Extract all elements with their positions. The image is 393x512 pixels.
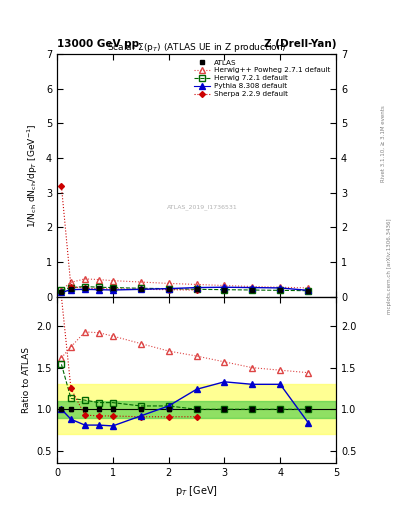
Text: mcplots.cern.ch [arXiv:1306.3436]: mcplots.cern.ch [arXiv:1306.3436] — [387, 219, 391, 314]
Text: 13000 GeV pp: 13000 GeV pp — [57, 39, 139, 49]
Y-axis label: Ratio to ATLAS: Ratio to ATLAS — [22, 347, 31, 413]
Herwig 7.2.1 default — [166, 286, 171, 292]
Pythia 8.308 default — [68, 287, 73, 293]
Herwig 7.2.1 default — [306, 288, 310, 294]
Pythia 8.308 default — [250, 285, 255, 291]
Pythia 8.308 default — [166, 286, 171, 292]
Text: Rivet 3.1.10, ≥ 3.1M events: Rivet 3.1.10, ≥ 3.1M events — [381, 105, 386, 182]
Y-axis label: 1/N$_\mathrm{ch}$ dN$_\mathrm{ch}$/dp$_T$ [GeV$^{-1}$]: 1/N$_\mathrm{ch}$ dN$_\mathrm{ch}$/dp$_T… — [26, 123, 40, 227]
Line: Herwig++ Powheg 2.7.1 default: Herwig++ Powheg 2.7.1 default — [59, 276, 311, 292]
Herwig++ Powheg 2.7.1 default — [278, 284, 283, 290]
Herwig++ Powheg 2.7.1 default — [68, 280, 73, 286]
Herwig++ Powheg 2.7.1 default — [83, 276, 87, 282]
Pythia 8.308 default — [138, 286, 143, 292]
Text: Z (Drell-Yan): Z (Drell-Yan) — [264, 39, 336, 49]
Herwig 7.2.1 default — [97, 284, 101, 290]
Text: ATLAS_2019_I1736531: ATLAS_2019_I1736531 — [167, 204, 237, 210]
Herwig 7.2.1 default — [83, 284, 87, 290]
Herwig++ Powheg 2.7.1 default — [250, 284, 255, 290]
Herwig++ Powheg 2.7.1 default — [97, 276, 101, 283]
Bar — [57, 401, 336, 418]
X-axis label: p$_T$ [GeV]: p$_T$ [GeV] — [175, 484, 218, 498]
Herwig 7.2.1 default — [138, 285, 143, 291]
Herwig 7.2.1 default — [194, 286, 199, 292]
Herwig++ Powheg 2.7.1 default — [306, 285, 310, 291]
Line: Herwig 7.2.1 default: Herwig 7.2.1 default — [59, 284, 311, 293]
Legend: ATLAS, Herwig++ Powheg 2.7.1 default, Herwig 7.2.1 default, Pythia 8.308 default: ATLAS, Herwig++ Powheg 2.7.1 default, He… — [192, 57, 332, 99]
Bar — [57, 385, 336, 434]
Herwig++ Powheg 2.7.1 default — [110, 278, 115, 284]
Herwig 7.2.1 default — [68, 285, 73, 291]
Herwig 7.2.1 default — [250, 287, 255, 293]
Herwig++ Powheg 2.7.1 default — [138, 279, 143, 285]
Line: Pythia 8.308 default: Pythia 8.308 default — [59, 285, 311, 295]
Herwig 7.2.1 default — [278, 287, 283, 293]
Herwig++ Powheg 2.7.1 default — [166, 281, 171, 287]
Pythia 8.308 default — [306, 287, 310, 293]
Herwig 7.2.1 default — [110, 285, 115, 291]
Pythia 8.308 default — [222, 284, 227, 290]
Herwig++ Powheg 2.7.1 default — [194, 282, 199, 288]
Herwig++ Powheg 2.7.1 default — [59, 287, 64, 293]
Pythia 8.308 default — [278, 285, 283, 291]
Herwig 7.2.1 default — [222, 287, 227, 293]
Title: Scalar $\Sigma$(p$_T$) (ATLAS UE in Z production): Scalar $\Sigma$(p$_T$) (ATLAS UE in Z pr… — [107, 40, 286, 54]
Pythia 8.308 default — [59, 289, 64, 295]
Pythia 8.308 default — [194, 285, 199, 291]
Herwig 7.2.1 default — [59, 287, 64, 293]
Pythia 8.308 default — [97, 287, 101, 293]
Pythia 8.308 default — [110, 287, 115, 293]
Pythia 8.308 default — [83, 286, 87, 292]
Herwig++ Powheg 2.7.1 default — [222, 283, 227, 289]
